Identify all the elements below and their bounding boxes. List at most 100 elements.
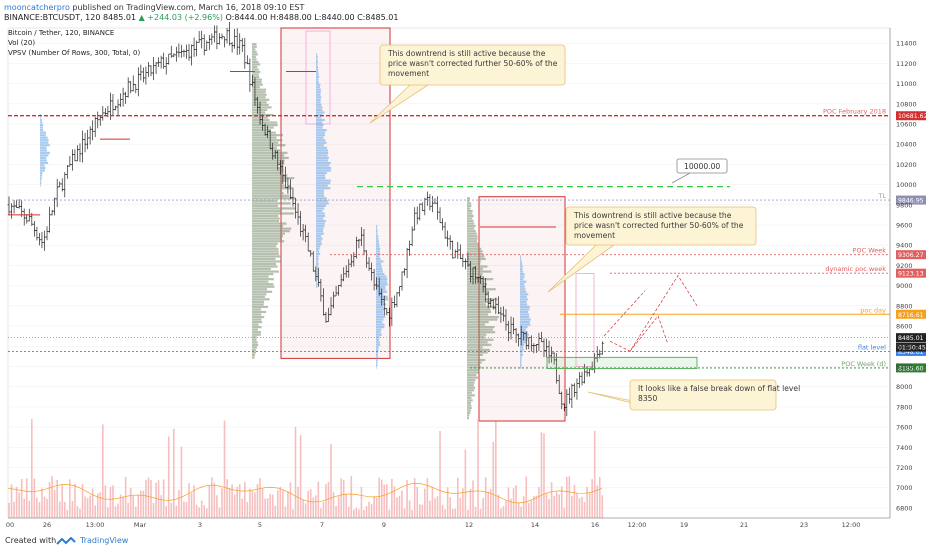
blue-profile-bar: [520, 356, 522, 359]
volume-profile-bar: [252, 295, 265, 298]
volume-bar: [241, 498, 244, 518]
blue-profile-bar: [40, 139, 49, 142]
volume-profile-bar: [467, 298, 498, 301]
level-label: TL: [877, 192, 886, 200]
volume-bar: [563, 507, 566, 518]
blue-profile-bar: [376, 232, 378, 235]
volume-bar: [251, 490, 254, 518]
volume-profile-bar: [252, 108, 268, 112]
blue-profile-bar: [316, 154, 328, 157]
volume-profile-bar: [252, 151, 288, 154]
volume-profile-bar: [252, 164, 278, 167]
author-link[interactable]: mooncatcherpro: [4, 3, 70, 12]
blue-profile-bar: [520, 333, 529, 336]
volume-profile-bar: [252, 298, 270, 301]
volume-profile-bar: [467, 222, 475, 225]
volume-profile-bar: [467, 389, 475, 392]
volume-bar: [122, 496, 124, 518]
blue-profile-bar: [316, 194, 325, 197]
blue-profile-bar: [316, 232, 324, 235]
volume-profile-bar: [252, 320, 263, 324]
blue-profile-bar: [376, 333, 382, 336]
volume-profile-bar: [252, 136, 277, 139]
volume-profile-bar: [252, 50, 257, 53]
blue-profile-bar: [316, 141, 327, 144]
volume-bar: [183, 501, 185, 518]
volume-profile-bar: [467, 328, 493, 331]
volume-bar: [112, 485, 114, 518]
volume-profile-bar: [467, 245, 479, 248]
volume-bar: [553, 496, 555, 518]
time-axis: 00 26 13:00 Mar 3 5 7 9 12 14 16 12:00 19 21 23 12:00: [6, 517, 890, 529]
price-tag-text: 9123.13: [898, 271, 924, 278]
blue-profile-bar: [376, 242, 380, 245]
publish-text: published on TradingView.com, March 16, …: [72, 3, 305, 12]
blue-profile-bar: [520, 346, 524, 349]
volume-profile-bar: [252, 68, 259, 71]
blue-profile-bar: [316, 197, 327, 200]
volume-bar: [216, 495, 218, 518]
volume-bar: [332, 492, 335, 518]
volume-bar: [596, 485, 599, 518]
volume-profile-bar: [252, 121, 278, 124]
volume-bar: [178, 490, 180, 518]
volume-profile-bar: [252, 308, 262, 311]
x-tick-label: 12:00: [628, 521, 647, 529]
volume-profile-bar: [252, 336, 257, 339]
y-tick-label: 8000: [896, 383, 913, 391]
blue-profile-bar: [376, 366, 377, 369]
volume-profile-bar: [252, 260, 281, 263]
volume-bar: [238, 484, 241, 518]
projection-path: [609, 274, 698, 352]
volume-profile-bar: [252, 63, 261, 66]
volume-bar: [576, 493, 578, 518]
volume-profile-bar: [467, 376, 479, 379]
volume-profile-bar: [467, 255, 485, 258]
volume-bar: [86, 498, 89, 518]
annotation-boxes: This downtrend is still active because t…: [369, 44, 800, 411]
blue-profile-bar: [376, 353, 378, 357]
volume-profile-bar: [467, 265, 488, 268]
blue-profile-bar: [316, 86, 321, 89]
volume-profile-bar: [467, 351, 488, 354]
volume-bar: [274, 505, 277, 518]
blue-profile-bar: [316, 55, 318, 58]
price-label-text: 10000.00: [684, 162, 720, 171]
blue-profile-bar: [520, 323, 531, 326]
volume-profile-bar: [252, 300, 265, 303]
volume-profile-bar: [252, 305, 269, 309]
blue-profile-bar: [376, 278, 388, 281]
volume-bar: [396, 497, 398, 518]
volume-bar: [487, 491, 490, 518]
blue-profile-bar: [520, 343, 525, 346]
volume-bar: [385, 484, 388, 518]
volume-bar: [335, 506, 337, 518]
volume-bar: [560, 486, 563, 518]
volume-profile-bar: [252, 131, 276, 134]
price-chart[interactable]: POC February 2018 10681.62 TL 9846.95 POC We…: [0, 22, 932, 532]
volume-bar: [244, 482, 246, 518]
y-tick-label: 9400: [896, 242, 913, 250]
volume-profile-bar: [252, 245, 277, 248]
blue-profile-bar: [316, 202, 329, 205]
blue-profile-bar: [316, 113, 323, 117]
volume-profile-bar: [252, 55, 256, 58]
volume-profile-bar: [467, 273, 483, 276]
blue-profile-bar: [316, 214, 326, 218]
volume-profile-bar: [467, 250, 483, 253]
y-tick-label: 6800: [896, 504, 913, 512]
volume-bar: [393, 486, 396, 518]
volume-bar: [18, 492, 20, 518]
volume-profile-bar: [467, 353, 483, 357]
volume-profile-bar: [252, 43, 257, 46]
tradingview-link[interactable]: TradingView: [80, 536, 129, 545]
volume-profile-bar: [252, 346, 258, 349]
volume-bar: [233, 494, 236, 518]
blue-profile-bar: [376, 336, 380, 339]
volume-profile-bar: [467, 409, 471, 412]
price-tag-text: 9306.27: [898, 252, 924, 259]
volume-bar: [345, 494, 348, 518]
volume-profile-bar: [467, 394, 475, 397]
blue-profile-bar: [376, 300, 385, 303]
volume-bar: [104, 485, 107, 518]
